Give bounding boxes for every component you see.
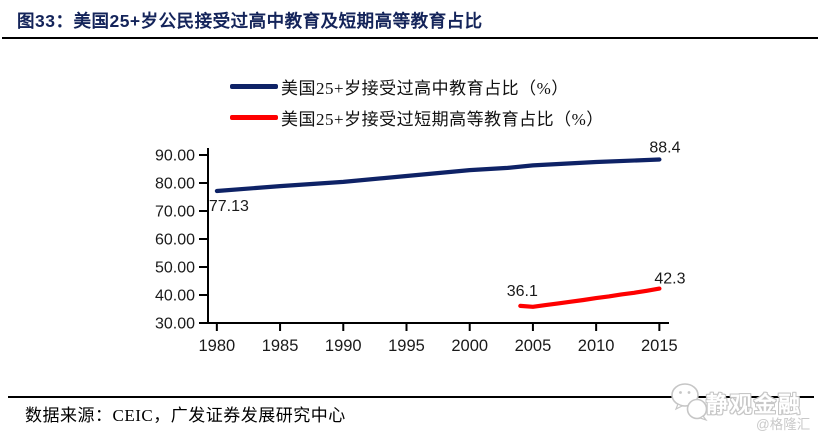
- chart-legend: 美国25+岁接受过高中教育占比（%） 美国25+岁接受过短期高等教育占比（%）: [230, 75, 604, 129]
- x-tick-label: 1995: [388, 337, 425, 355]
- legend-swatch-high-school: [230, 83, 278, 89]
- x-tick-label: 2015: [641, 337, 678, 355]
- series-line-short-cycle-tertiary: [518, 286, 662, 309]
- legend-swatch-short-cycle-tertiary: [230, 114, 278, 120]
- legend-label: 美国25+岁接受过短期高等教育占比（%）: [281, 109, 604, 129]
- y-tick-label: 60.00: [155, 232, 195, 249]
- y-tick-label: 90.00: [155, 148, 195, 165]
- y-tick-label: 50.00: [155, 260, 195, 277]
- y-tick-label: 40.00: [155, 288, 195, 305]
- y-tick-label: 70.00: [155, 204, 195, 221]
- series-line-high-school: [214, 157, 662, 194]
- data-source-note: 数据来源：CEIC，广发证券发展研究中心: [25, 406, 346, 425]
- y-tick-label: 80.00: [155, 176, 195, 193]
- y-tick-label: 30.00: [155, 316, 195, 333]
- data-point-label: 36.1: [507, 283, 538, 300]
- x-tick-label: 1980: [198, 337, 235, 355]
- title-divider: [2, 37, 818, 39]
- figure-title: 图33：美国25+岁公民接受过高中教育及短期高等教育占比: [17, 11, 483, 31]
- x-tick-label: 1985: [262, 337, 299, 355]
- legend-item: 美国25+岁接受过短期高等教育占比（%）: [230, 106, 604, 129]
- watermark-brand: 静观金融: [706, 392, 803, 417]
- legend-label: 美国25+岁接受过高中教育占比（%）: [281, 78, 569, 98]
- data-point-label: 42.3: [654, 271, 685, 288]
- x-tick-label: 2010: [578, 337, 615, 355]
- footer-divider: [8, 396, 814, 398]
- x-tick-label: 1990: [325, 337, 362, 355]
- legend-item: 美国25+岁接受过高中教育占比（%）: [230, 75, 604, 98]
- data-point-label: 77.13: [209, 198, 249, 215]
- watermark: 静观金融 @格隆汇: [668, 380, 818, 435]
- x-tick-label: 2000: [451, 337, 488, 355]
- wechat-bubbles-icon: [671, 383, 708, 422]
- x-tick-label: 2005: [515, 337, 552, 355]
- watermark-handle: @格隆汇: [756, 417, 811, 432]
- data-point-label: 88.4: [649, 139, 680, 156]
